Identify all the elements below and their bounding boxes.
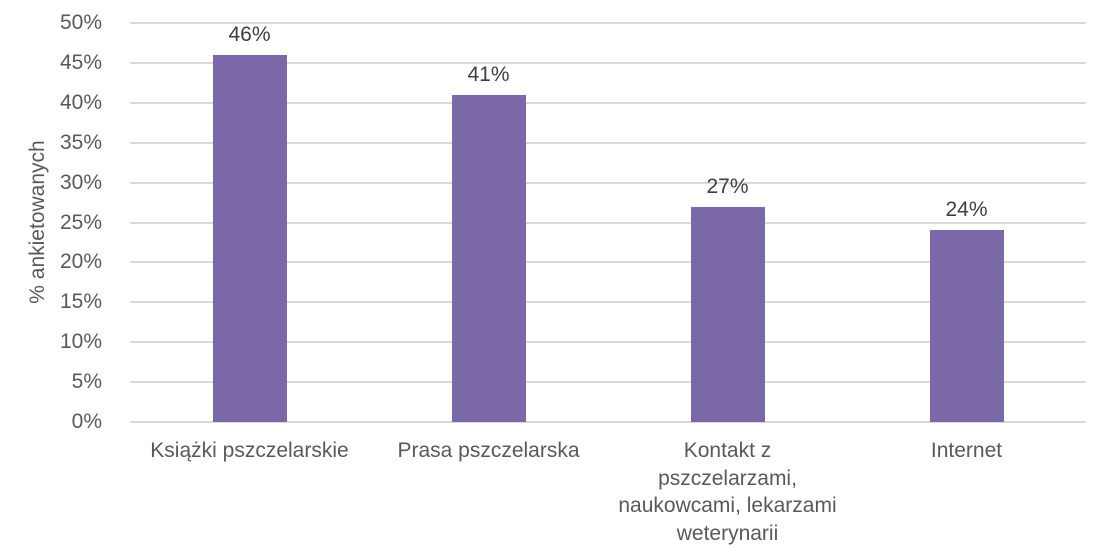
y-tick-label: 45% (59, 50, 102, 74)
bar-value-label: 46% (228, 22, 271, 46)
y-tick-label: 30% (59, 170, 102, 194)
gridline (130, 61, 1086, 64)
bar (451, 94, 526, 422)
y-tick-label: 15% (59, 290, 102, 314)
y-tick-label: 50% (59, 11, 102, 34)
bar-value-label: 24% (945, 198, 988, 222)
gridline (130, 141, 1086, 144)
gridline (130, 261, 1086, 264)
y-tick-label: 0% (71, 410, 102, 433)
y-tick-label: 35% (59, 130, 102, 154)
gridline (130, 101, 1086, 104)
x-category-label: Kontakt z pszczelarzami, naukowcami, lek… (618, 439, 837, 546)
gridline (130, 381, 1086, 384)
x-category-label: Internet (930, 439, 1003, 462)
x-category-label: Prasa pszczelarska (397, 439, 580, 462)
bar (212, 54, 287, 422)
gridline (130, 22, 1086, 24)
gridline (130, 221, 1086, 224)
bar-value-label: 27% (706, 174, 749, 198)
gridline (130, 421, 1086, 423)
y-tick-label: 5% (71, 370, 102, 394)
y-tick-label: 20% (59, 250, 102, 274)
x-category-label: Książki pszczelarskie (150, 439, 349, 462)
gridline (130, 181, 1086, 184)
y-tick-label: 25% (59, 210, 102, 234)
bar (929, 230, 1004, 422)
y-axis-tick-labels: 0% 5% 10% 15% 20% 25% 30% 35% 40% 45% 50% (0, 11, 116, 433)
plot-area: 46% 41% 27% 24% (130, 22, 1086, 423)
y-tick-label: 40% (59, 90, 102, 114)
y-tick-label: 10% (59, 330, 102, 354)
bar-value-label: 41% (467, 62, 510, 86)
bar (690, 206, 765, 422)
gridline (130, 301, 1086, 304)
gridline (130, 341, 1086, 344)
